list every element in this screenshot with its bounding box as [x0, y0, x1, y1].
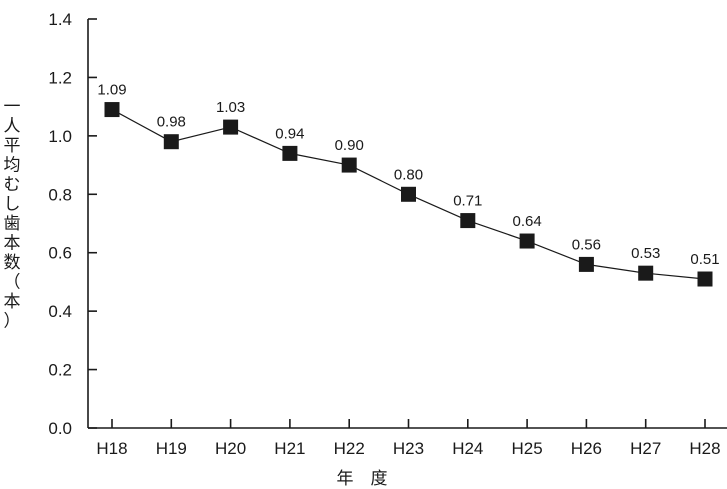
- data-label: 0.71: [453, 193, 482, 210]
- data-label: 0.56: [572, 236, 601, 253]
- y-tick-label: 0.2: [48, 361, 72, 380]
- data-point-marker: [342, 158, 357, 173]
- data-label: 0.94: [275, 125, 304, 142]
- y-axis-label-char: 本: [4, 234, 21, 254]
- data-point-marker: [164, 134, 179, 149]
- data-point-marker: [282, 146, 297, 161]
- x-tick-label: H19: [156, 439, 187, 458]
- axes: [88, 19, 727, 428]
- data-label: 0.90: [335, 137, 364, 154]
- y-axis-label-char: 数: [4, 253, 21, 273]
- x-tick-label: H20: [215, 439, 246, 458]
- y-axis-label-char: （: [4, 273, 21, 293]
- y-tick-label: 1.2: [48, 68, 72, 87]
- data-label: 0.53: [631, 245, 660, 262]
- data-point-marker: [520, 234, 535, 249]
- y-axis-label-char: ）: [4, 312, 21, 332]
- y-axis-label-char: 一: [4, 97, 21, 117]
- y-axis-label-char: 歯: [4, 214, 21, 234]
- data-labels: 1.09 0.98 1.03 0.94 0.90 0.80 0.71 0.64 0.56 0.53…: [97, 82, 719, 268]
- data-label: 0.64: [512, 213, 541, 230]
- y-tick-label: 0.8: [48, 185, 72, 204]
- y-tick-label: 0.4: [48, 302, 72, 321]
- data-label: 1.09: [97, 82, 126, 99]
- data-label: 0.51: [690, 251, 719, 268]
- data-label: 0.80: [394, 166, 423, 183]
- data-point-marker: [401, 187, 416, 202]
- data-point-marker: [223, 120, 238, 135]
- y-axis-ticks: 0.0 0.2 0.4 0.6 0.8 1.0 1.2 1.4: [48, 10, 97, 438]
- y-axis-label-char: 平: [4, 136, 21, 156]
- y-tick-label: 1.4: [48, 10, 72, 29]
- data-label: 1.03: [216, 99, 245, 116]
- x-tick-label: H23: [393, 439, 424, 458]
- series-line: [105, 102, 713, 286]
- x-tick-label: H24: [452, 439, 483, 458]
- y-tick-label: 0.0: [48, 419, 72, 438]
- y-axis-label-char: 均: [4, 156, 21, 176]
- x-tick-label: H25: [512, 439, 543, 458]
- y-axis-label-char: し: [4, 195, 21, 215]
- x-tick-label: H26: [571, 439, 602, 458]
- data-point-marker: [460, 213, 475, 228]
- data-point-marker: [638, 266, 653, 281]
- x-tick-label: H28: [689, 439, 720, 458]
- y-axis-label-char: む: [4, 175, 21, 195]
- data-point-marker: [698, 272, 713, 287]
- x-tick-label: H21: [274, 439, 305, 458]
- x-tick-label: H27: [630, 439, 661, 458]
- data-label: 0.98: [157, 114, 186, 131]
- y-axis-label-char: 本: [4, 292, 21, 312]
- x-axis-ticks: H18 H19 H20 H21 H22 H23 H24 H25 H26 H27 H28: [96, 419, 720, 458]
- data-point-marker: [105, 102, 120, 117]
- y-axis-label-char: 人: [4, 117, 21, 137]
- y-tick-label: 0.6: [48, 244, 72, 263]
- data-point-marker: [579, 257, 594, 272]
- x-tick-label: H18: [96, 439, 127, 458]
- y-tick-label: 1.0: [48, 127, 72, 146]
- x-axis-label: 年 度: [337, 469, 388, 489]
- x-tick-label: H22: [334, 439, 365, 458]
